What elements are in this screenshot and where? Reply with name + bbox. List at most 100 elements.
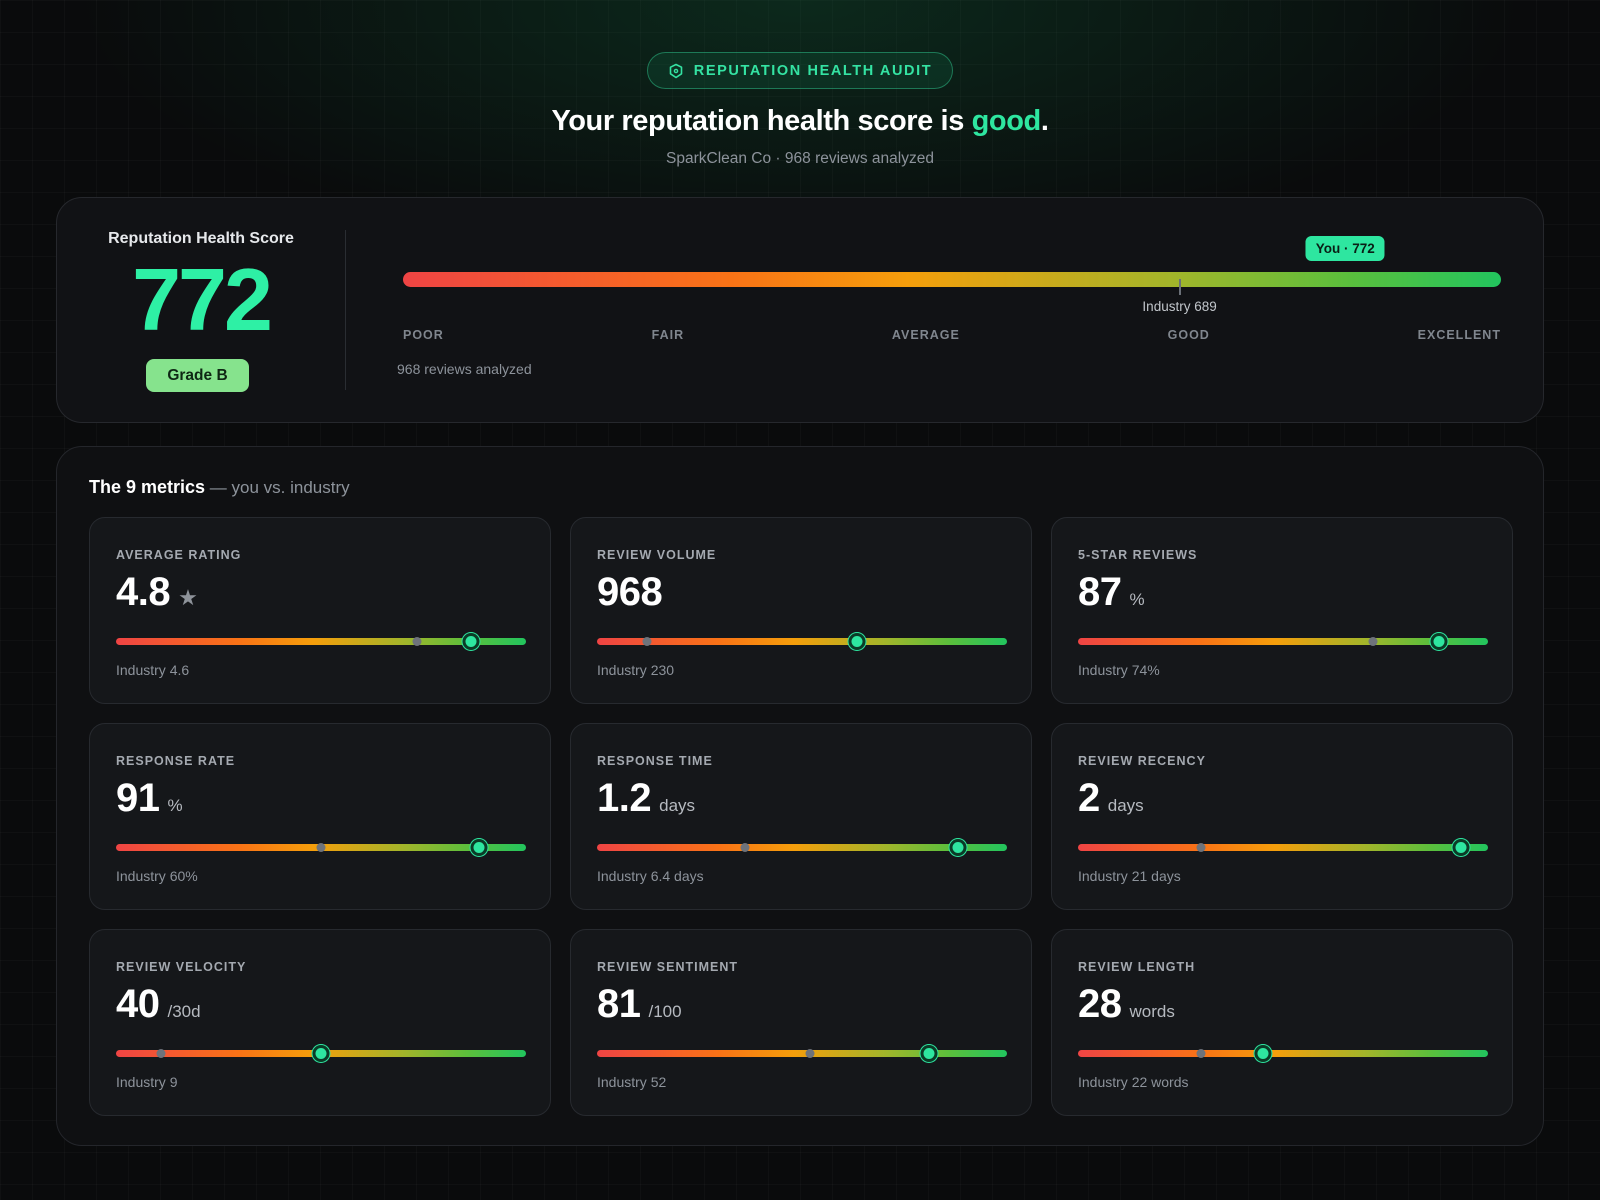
industry-marker	[805, 1049, 815, 1058]
band-label-fair: FAIR	[651, 328, 685, 342]
metric-gradient-bar	[1078, 638, 1488, 645]
industry-marker	[1196, 843, 1206, 852]
metric-label: REVIEW RECENCY	[1078, 754, 1206, 768]
band-labels: POOR FAIR AVERAGE GOOD EXCELLENT	[403, 328, 1501, 342]
metric-value: 4.8 ★	[116, 570, 198, 615]
score-scale: You · 772 Industry 689 POOR FAIR AVERAGE GO…	[397, 198, 1501, 422]
metric-card-review-length: REVIEW LENGTH 28 words Industry 22 words	[1051, 929, 1513, 1116]
audit-badge-label: REPUTATION HEALTH AUDIT	[693, 62, 933, 79]
metric-number: 2	[1078, 776, 1100, 820]
metric-number: 968	[597, 570, 663, 614]
industry-label: Industry 689	[1142, 299, 1217, 314]
industry-benchmark: Industry 21 days	[1078, 868, 1181, 884]
score-gradient-bar	[403, 272, 1501, 287]
metric-value: 2 days	[1078, 776, 1144, 821]
reviews-analyzed: 968 reviews analyzed	[397, 361, 532, 377]
you-marker	[949, 839, 967, 856]
metric-number: 91	[116, 776, 160, 820]
metric-unit: /100	[648, 1002, 682, 1021]
industry-benchmark: Industry 74%	[1078, 662, 1160, 678]
metric-label: RESPONSE RATE	[116, 754, 236, 768]
industry-benchmark: Industry 52	[597, 1074, 667, 1090]
shield-icon	[669, 63, 683, 78]
metric-card-5-star-reviews: 5-STAR REVIEWS 87% Industry 74%	[1051, 517, 1513, 704]
metric-number: 40	[116, 982, 160, 1026]
industry-marker	[1368, 637, 1378, 646]
industry-benchmark: Industry 9	[116, 1074, 178, 1090]
metric-value: 968	[597, 570, 663, 615]
metric-unit: words	[1129, 1002, 1175, 1021]
metric-gradient-bar	[1078, 1050, 1488, 1057]
metric-number: 28	[1078, 982, 1122, 1026]
metrics-title-main: The 9 metrics	[89, 477, 206, 497]
star-icon: ★	[178, 585, 198, 610]
industry-marker	[412, 637, 422, 646]
you-marker	[470, 839, 488, 856]
metric-card-review-recency: REVIEW RECENCY 2 days Industry 21 days	[1051, 723, 1513, 910]
metric-number: 81	[597, 982, 641, 1026]
you-marker	[462, 633, 480, 650]
metric-label: REVIEW LENGTH	[1078, 960, 1196, 974]
industry-marker	[156, 1049, 166, 1058]
headline-status: good	[971, 105, 1042, 137]
headline-suffix: .	[1040, 105, 1049, 137]
metric-gradient-bar	[597, 1050, 1007, 1057]
metric-label: AVERAGE RATING	[116, 548, 242, 562]
metric-number: 87	[1078, 570, 1122, 614]
headline-prefix: Your reputation health score is	[551, 105, 972, 137]
you-marker	[920, 1045, 938, 1062]
score-divider	[345, 230, 346, 390]
metric-label: REVIEW VOLUME	[597, 548, 717, 562]
page-header: REPUTATION HEALTH AUDIT Your reputation …	[0, 52, 1600, 168]
industry-benchmark: Industry 4.6	[116, 662, 190, 678]
band-label-good: GOOD	[1167, 328, 1210, 342]
metric-number: 4.8	[116, 570, 171, 614]
metrics-title: The 9 metrics — you vs. industry	[89, 477, 350, 498]
you-marker	[1430, 633, 1448, 650]
score-value: 772	[132, 250, 273, 349]
metric-label: REVIEW SENTIMENT	[597, 960, 739, 974]
industry-marker	[740, 843, 750, 852]
metrics-panel: The 9 metrics — you vs. industry AVERAGE…	[56, 446, 1544, 1146]
you-score-tag: You · 772	[1305, 236, 1385, 261]
metric-value: 91%	[116, 776, 183, 821]
score-label: Reputation Health Score	[108, 230, 294, 247]
you-marker	[848, 633, 866, 650]
metric-card-average-rating: AVERAGE RATING 4.8 ★ Industry 4.6	[89, 517, 551, 704]
metric-value: 1.2 days	[597, 776, 695, 821]
metric-card-response-time: RESPONSE TIME 1.2 days Industry 6.4 days	[570, 723, 1032, 910]
metric-value: 28 words	[1078, 982, 1175, 1027]
metric-gradient-bar	[597, 844, 1007, 851]
you-marker	[1254, 1045, 1271, 1062]
metric-card-response-rate: RESPONSE RATE 91% Industry 60%	[89, 723, 551, 910]
metric-gradient-bar	[116, 638, 526, 645]
industry-marker	[1178, 279, 1181, 295]
industry-marker	[642, 637, 652, 646]
metric-unit: %	[1129, 590, 1145, 609]
page-title: Your reputation health score is good.	[0, 105, 1600, 138]
metrics-title-sub: — you vs. industry	[205, 478, 350, 497]
band-label-average: AVERAGE	[891, 328, 960, 342]
industry-marker	[316, 843, 326, 852]
metric-label: REVIEW VELOCITY	[116, 960, 247, 974]
score-card: Reputation Health Score 772 Grade B You …	[56, 197, 1544, 423]
score-summary: Reputation Health Score 772 Grade B	[57, 198, 345, 422]
metric-card-review-sentiment: REVIEW SENTIMENT 81/100 Industry 52	[570, 929, 1032, 1116]
you-marker	[312, 1045, 330, 1062]
you-marker	[1452, 839, 1470, 856]
industry-benchmark: Industry 230	[597, 662, 675, 678]
band-label-excellent: EXCELLENT	[1417, 328, 1501, 342]
metric-card-review-volume: REVIEW VOLUME 968 Industry 230	[570, 517, 1032, 704]
industry-benchmark: Industry 60%	[116, 868, 198, 884]
page-subtitle: SparkClean Co · 968 reviews analyzed	[666, 150, 934, 167]
industry-marker	[1196, 1049, 1206, 1058]
metric-gradient-bar	[597, 638, 1007, 645]
metric-label: RESPONSE TIME	[597, 754, 713, 768]
metric-unit: days	[1107, 796, 1144, 815]
band-label-poor: POOR	[403, 328, 444, 342]
metrics-grid: AVERAGE RATING 4.8 ★ Industry 4.6 REVIEW VOL…	[89, 517, 1513, 1116]
metric-label: 5-STAR REVIEWS	[1078, 548, 1198, 562]
industry-benchmark: Industry 22 words	[1078, 1074, 1189, 1090]
industry-benchmark: Industry 6.4 days	[597, 868, 704, 884]
metric-card-review-velocity: REVIEW VELOCITY 40/30d Industry 9	[89, 929, 551, 1116]
